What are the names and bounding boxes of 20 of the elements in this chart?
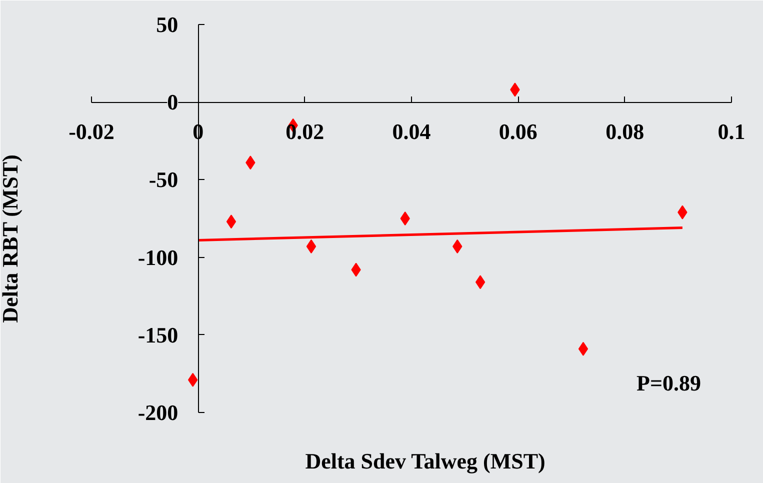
point [306,239,316,254]
annotation: P=0.89 [636,370,701,396]
point [475,275,486,290]
x-tick-label: 0.02 [286,119,324,144]
x-axis-title: Delta Sdev Talweg (MST) [305,448,546,474]
x-tick-label: 0.06 [498,119,538,144]
point [226,214,236,229]
x-tick-label: 0.08 [606,119,644,144]
x-tick-label: 0.1 [718,119,746,144]
x-tick-label: 0.04 [392,119,431,144]
point [400,212,410,226]
point [578,342,588,356]
y-tick-label: 50 [156,12,178,37]
y-tick-label: -200 [138,400,178,425]
y-tick-label: -100 [138,244,178,270]
y-tick-label: -150 [138,322,178,348]
y-axis-title: Delta RBT (MST) [0,154,22,323]
x-tick-label: -0.02 [68,119,114,144]
y-tick-label: -50 [148,167,178,192]
y-tick-label: 0 [167,90,178,115]
